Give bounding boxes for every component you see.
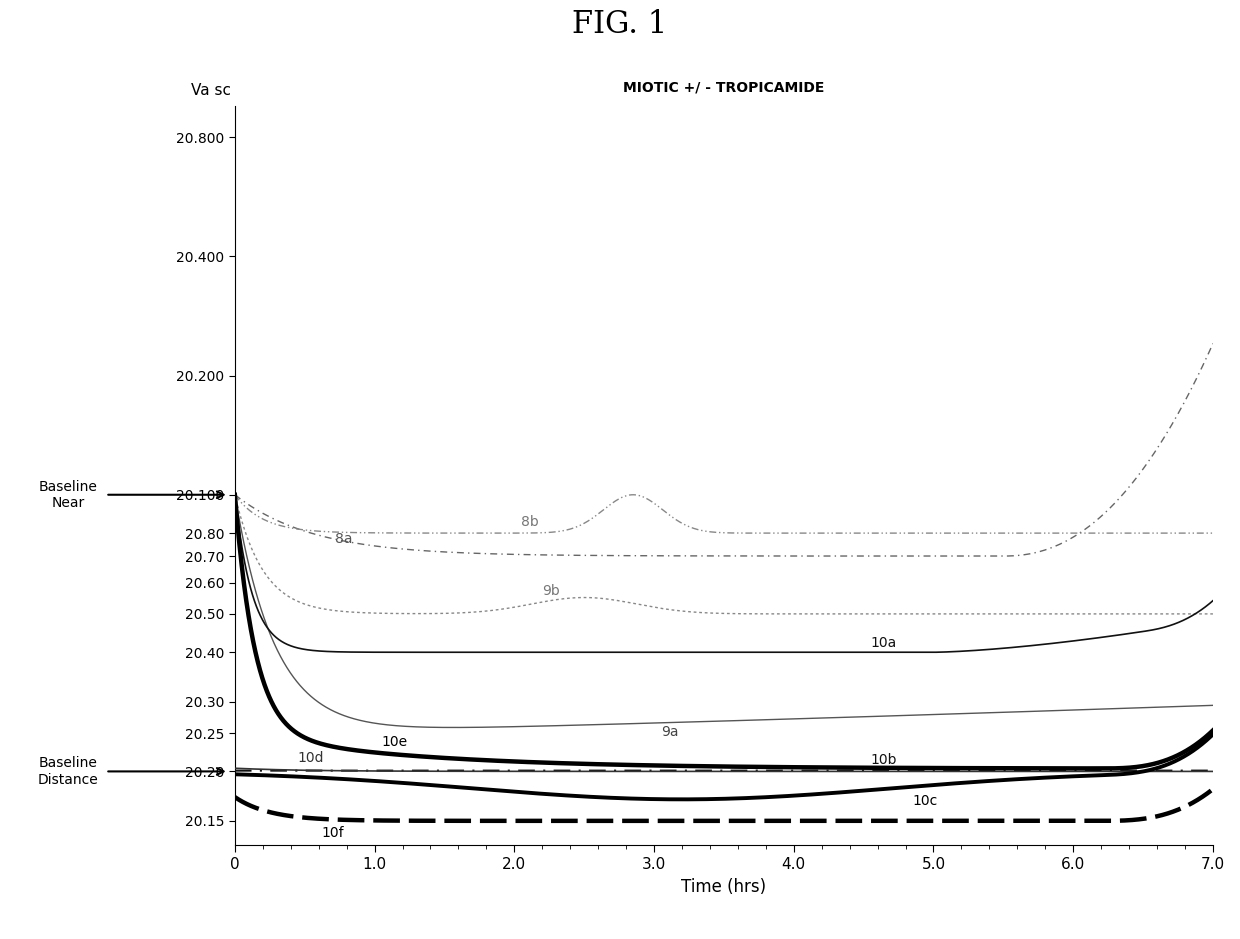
Text: 8b: 8b: [521, 516, 539, 529]
Text: 10a: 10a: [870, 637, 897, 651]
Title: MIOTIC +/ - TROPICAMIDE: MIOTIC +/ - TROPICAMIDE: [624, 81, 825, 95]
X-axis label: Time (hrs): Time (hrs): [681, 878, 766, 896]
Text: 10d: 10d: [298, 751, 324, 765]
Text: 8a: 8a: [336, 532, 353, 546]
Text: Baseline
Distance: Baseline Distance: [38, 756, 98, 787]
Text: 10c: 10c: [913, 793, 937, 808]
Text: 10f: 10f: [321, 826, 345, 840]
Text: 10b: 10b: [870, 753, 897, 766]
Text: 9a: 9a: [661, 725, 678, 739]
Text: FIG. 1: FIG. 1: [573, 8, 667, 39]
Text: 10e: 10e: [382, 735, 408, 749]
Text: 9b: 9b: [542, 584, 560, 598]
Text: Baseline
Near: Baseline Near: [38, 480, 98, 510]
Text: Va sc: Va sc: [191, 84, 231, 99]
